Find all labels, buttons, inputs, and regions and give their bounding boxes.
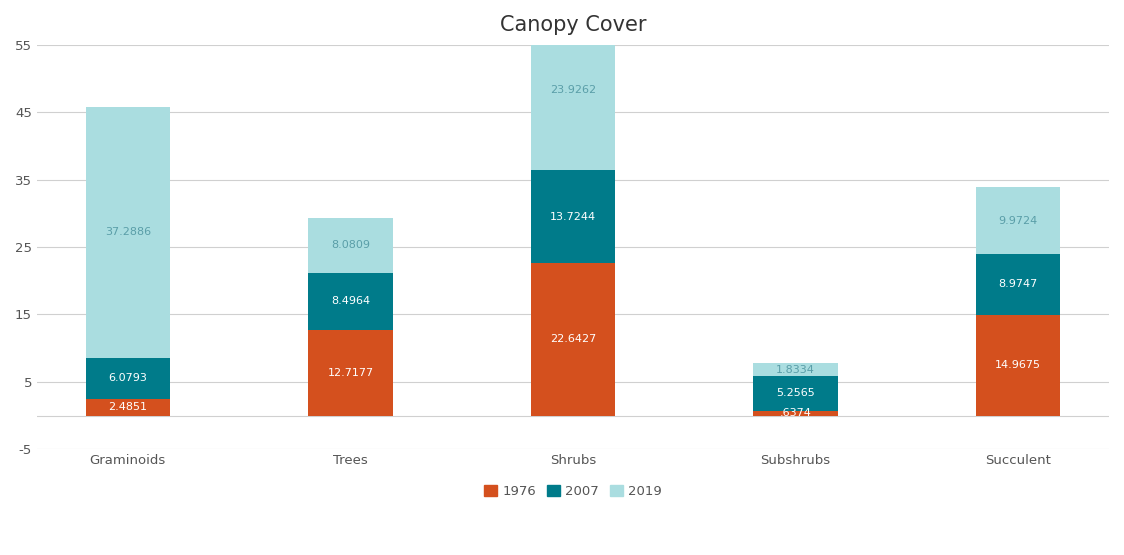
Bar (531, 9, 615, 170)
Text: 9.9724: 9.9724 (998, 215, 1037, 225)
Bar (308, 218, 392, 273)
Text: 8.9747: 8.9747 (998, 279, 1037, 289)
Bar (308, 273, 392, 330)
Bar (85, 398, 170, 416)
Bar (976, 254, 1060, 315)
Text: 22.6427: 22.6427 (550, 334, 596, 344)
Text: 37.2886: 37.2886 (105, 227, 151, 237)
Bar (531, 170, 615, 263)
Bar (85, 358, 170, 398)
Bar (85, 107, 170, 358)
Text: 6.0793: 6.0793 (108, 374, 147, 384)
Bar (976, 315, 1060, 416)
Text: 14.9675: 14.9675 (995, 360, 1041, 370)
Bar (531, 263, 615, 416)
Text: .6374: .6374 (780, 408, 812, 418)
Text: 13.7244: 13.7244 (550, 211, 596, 221)
Text: 1.8334: 1.8334 (776, 365, 815, 375)
Bar (308, 330, 392, 416)
Text: 2.4851: 2.4851 (108, 402, 147, 412)
Bar (753, 411, 837, 416)
Bar (753, 376, 837, 411)
Text: 12.7177: 12.7177 (327, 367, 373, 377)
Title: Canopy Cover: Canopy Cover (500, 15, 646, 35)
Bar (976, 187, 1060, 254)
Text: 8.4964: 8.4964 (330, 296, 370, 306)
Text: 5.2565: 5.2565 (776, 388, 815, 398)
Legend: 1976, 2007, 2019: 1976, 2007, 2019 (479, 480, 668, 503)
Text: 8.0809: 8.0809 (330, 240, 370, 250)
Text: 23.9262: 23.9262 (550, 85, 596, 95)
Bar (753, 364, 837, 376)
